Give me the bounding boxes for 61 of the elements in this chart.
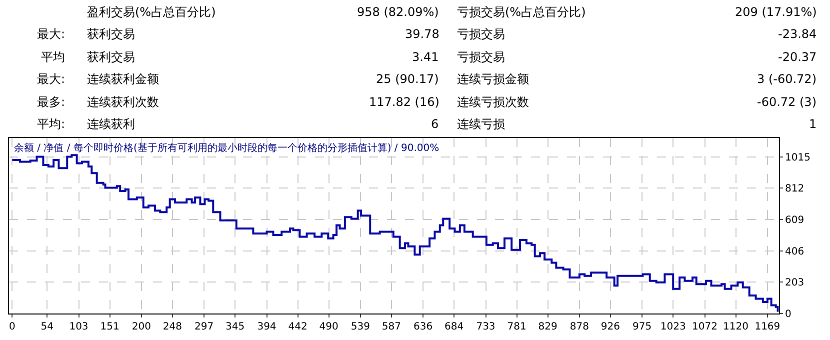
x-tick-label: 975 [632,321,652,332]
x-tick-label: 54 [40,321,54,332]
x-tick-label: 1169 [754,321,780,332]
x-tick-label: 297 [194,321,214,332]
text: 连续亏损次数 [457,95,529,109]
y-tick-label: 1015 [785,152,811,164]
text: 25 (90.17) [376,72,439,86]
text: -20.37 [778,50,817,64]
text: 亏损交易 [457,50,505,64]
text: 最大: [37,72,66,86]
text: 958 (82.09%) [357,5,439,19]
x-tick-label: 1072 [692,321,718,332]
text: 平均 [41,50,65,64]
x-tick-label: 345 [226,321,245,332]
x-tick-label: 103 [69,321,88,332]
text: 获利交易 [87,27,135,41]
text: 最多: [37,95,66,109]
x-tick-label: 587 [382,321,401,332]
text: 连续亏损金额 [457,72,529,86]
text: 117.82 (16) [369,95,440,109]
text: 亏损交易 [457,27,505,41]
x-tick-label: 442 [288,321,308,332]
text: 209 (17.91%) [735,5,817,19]
text: 39.78 [405,27,440,41]
text: 亏损交易(%占总百分比) [457,5,586,19]
text: 3.41 [412,50,439,64]
text: 连续获利 [87,117,135,131]
text: 获利交易 [87,50,135,64]
text: 1 [809,117,817,131]
y-tick-label: 609 [785,214,804,226]
x-tick-label: 490 [319,321,338,332]
text: 6 [431,117,439,131]
x-tick-label: 926 [600,321,620,332]
text: 连续亏损 [457,117,505,131]
x-tick-label: 636 [414,321,433,332]
text: 3 (-60.72) [757,72,816,86]
x-tick-label: 1023 [660,321,686,332]
x-tick-label: 394 [257,321,276,332]
x-tick-label: 1120 [723,321,749,332]
x-tick-label: 684 [444,321,464,332]
text: 连续获利次数 [87,95,159,109]
x-tick-label: 878 [570,321,589,332]
x-tick-label: 0 [9,321,16,332]
x-tick-label: 733 [476,321,496,332]
text: 余额 / 净值 / 每个即时价格(基于所有可利用的最小时段的每一个价格的分形插值计算) / 90.00% [14,142,440,154]
x-tick-label: 248 [162,321,182,332]
y-tick-label: 203 [785,278,804,289]
x-tick-label: 829 [538,321,558,332]
text: 盈利交易(%占总百分比) [87,5,216,19]
x-tick-label: 151 [100,321,120,332]
text: -23.84 [778,27,817,41]
x-tick-label: 539 [350,321,370,332]
y-tick-label: 406 [785,246,804,258]
y-tick-label: 812 [785,184,804,195]
y-tick-label: 0 [785,308,792,320]
text: -60.72 (3) [757,95,816,109]
x-tick-label: 781 [507,321,526,332]
text: 平均: [37,117,66,131]
text: 连续获利金额 [87,72,159,86]
x-tick-label: 200 [132,321,151,332]
text: 最大: [37,27,66,41]
